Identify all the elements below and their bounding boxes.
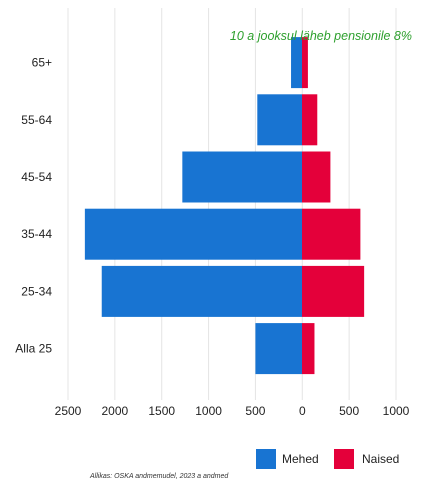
x-tick-label: 1000 [195, 404, 222, 418]
bar-mehed-alla-25 [255, 323, 302, 375]
legend-swatch-mehed [256, 449, 276, 469]
category-label: Alla 25 [15, 342, 52, 356]
legend-label-mehed: Mehed [282, 452, 319, 466]
x-tick-label: 500 [339, 404, 359, 418]
x-tick-label: 2500 [55, 404, 82, 418]
legend-swatch-naised [334, 449, 354, 469]
bar-naised-35-44 [302, 208, 361, 260]
category-label: 35-44 [21, 227, 52, 241]
source-note: Allikas: OSKA andmemudel, 2023 a andmed [89, 473, 229, 480]
category-labels: 65+ 55-64 45-54 35-44 25-34 Alla 25 [15, 56, 52, 356]
x-tick-label: 2000 [102, 404, 129, 418]
legend-label-naised: Naised [362, 452, 399, 466]
x-tick-label: 1000 [383, 404, 410, 418]
bar-mehed-45-54 [182, 151, 302, 203]
bars [84, 37, 365, 375]
x-tick-label: 500 [245, 404, 265, 418]
category-label: 45-54 [21, 170, 52, 184]
category-label: 65+ [32, 56, 52, 70]
retirement-annotation: 10 a jooksul läheb pensionile 8% [230, 29, 412, 43]
x-tick-label: 0 [299, 404, 306, 418]
bar-naised-55-64 [302, 94, 318, 146]
category-label: 55-64 [21, 113, 52, 127]
bar-mehed-55-64 [257, 94, 302, 146]
bar-mehed-65- [291, 37, 302, 89]
bar-naised-65- [302, 37, 308, 89]
x-tick-label: 1500 [148, 404, 175, 418]
bar-naised-45-54 [302, 151, 331, 203]
bar-naised-25-34 [302, 265, 365, 317]
bar-mehed-35-44 [84, 208, 303, 260]
bar-naised-alla-25 [302, 323, 315, 375]
gridlines [67, 8, 397, 400]
category-label: 25-34 [21, 284, 52, 298]
legend: Mehed Naised [256, 449, 399, 469]
x-tick-labels: 2500 2000 1500 1000 500 0 500 1000 [55, 404, 410, 418]
bar-mehed-25-34 [101, 265, 302, 317]
